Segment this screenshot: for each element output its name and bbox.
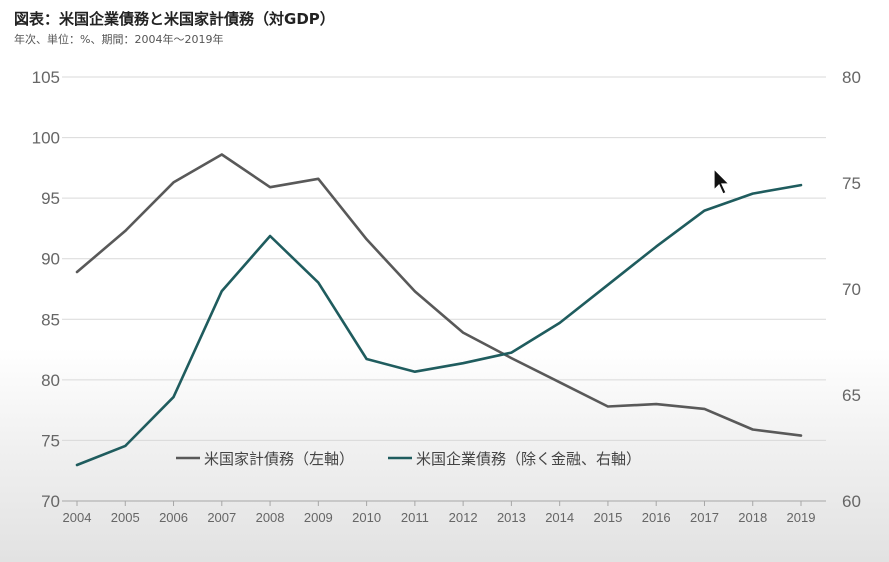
left-tick-label: 75 (41, 431, 60, 450)
series-line-corporate-debt (75, 183, 803, 467)
x-tick-label: 2004 (63, 510, 92, 525)
x-tick-label: 2005 (111, 510, 140, 525)
series-lines (75, 153, 803, 467)
x-tick-label: 2013 (497, 510, 526, 525)
x-tick-label: 2009 (304, 510, 333, 525)
left-tick-label: 95 (41, 189, 60, 208)
right-tick-label: 80 (842, 68, 861, 87)
x-tick-label: 2014 (545, 510, 574, 525)
right-tick-label: 60 (842, 492, 861, 511)
x-tick-label: 2015 (593, 510, 622, 525)
left-tick-label: 85 (41, 310, 60, 329)
x-tick-label: 2008 (256, 510, 285, 525)
x-tick-label: 2017 (690, 510, 719, 525)
x-tick-label: 2016 (642, 510, 671, 525)
left-tick-label: 70 (41, 492, 60, 511)
left-tick-label: 105 (32, 68, 60, 87)
left-tick-label: 90 (41, 250, 60, 269)
x-tick-label: 2011 (401, 510, 429, 525)
right-tick-label: 75 (842, 174, 861, 193)
mouse-cursor-icon (713, 168, 731, 195)
x-tick-label: 2019 (787, 510, 816, 525)
x-tick-label: 2007 (207, 510, 236, 525)
left-axis-ticks: 70 75 80 85 90 95 100 105 (32, 68, 60, 511)
x-tick-label: 2012 (449, 510, 478, 525)
legend-label: 米国企業債務（除く金融、右軸） (416, 450, 641, 468)
x-axis-ticks: 2004 2005 2006 2007 2008 2009 2010 2011 2012 2013… (63, 501, 816, 525)
x-tick-label: 2010 (352, 510, 381, 525)
right-axis-ticks: 60 65 70 75 80 (842, 68, 861, 511)
chart-title: 図表：米国企業債務と米国家計債務（対GDP） (14, 10, 335, 28)
left-tick-label: 80 (41, 371, 60, 390)
chart-subtitle: 年次、単位：%、期間：2004年～2019年 (14, 33, 224, 46)
right-tick-label: 70 (842, 280, 861, 299)
series-line-household-debt (75, 153, 803, 437)
right-tick-label: 65 (842, 386, 861, 405)
gridlines (62, 76, 826, 502)
x-tick-label: 2006 (159, 510, 188, 525)
x-tick-label: 2018 (738, 510, 767, 525)
legend-label: 米国家計債務（左軸） (204, 450, 354, 468)
legend: 米国家計債務（左軸） 米国企業債務（除く金融、右軸） (176, 450, 641, 468)
left-tick-label: 100 (32, 129, 60, 148)
